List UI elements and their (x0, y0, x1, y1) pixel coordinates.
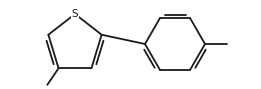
Text: S: S (72, 9, 78, 19)
